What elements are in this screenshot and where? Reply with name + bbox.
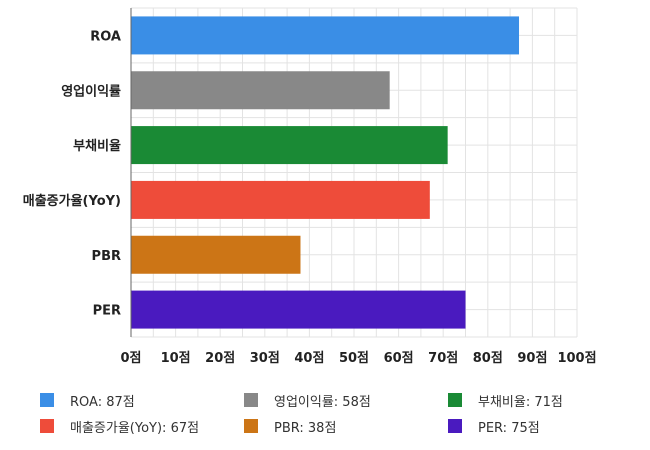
x-tick-label: 20점 — [205, 351, 235, 366]
legend-swatch — [244, 419, 258, 433]
category-label: PER — [93, 304, 121, 319]
legend-swatch — [40, 419, 54, 433]
category-label: 매출증가율(YoY) — [23, 193, 121, 209]
x-tick-label: 80점 — [473, 351, 503, 366]
category-label: PBR — [92, 249, 121, 264]
bar-0 — [131, 16, 520, 55]
category-label: 영업이익률 — [61, 83, 121, 99]
legend-item: 부채비율: 71점 — [448, 390, 563, 410]
bar-1 — [131, 71, 390, 110]
category-label: 부채비율 — [73, 138, 121, 154]
x-tick-label: 10점 — [161, 351, 191, 366]
legend-label: ROA: 87점 — [70, 394, 135, 410]
legend-swatch — [448, 393, 462, 407]
legend-label: 매출증가율(YoY): 67점 — [70, 420, 200, 436]
x-tick-label: 100점 — [557, 351, 596, 366]
legend-swatch — [40, 393, 54, 407]
legend-label: PER: 75점 — [478, 420, 540, 436]
x-tick-label: 50점 — [339, 351, 369, 366]
x-tick-label: 90점 — [517, 351, 547, 366]
legend-item: 영업이익률: 58점 — [244, 390, 371, 410]
x-tick-label: 0점 — [120, 351, 141, 366]
legend-item: PER: 75점 — [448, 416, 540, 436]
x-tick-label: 60점 — [384, 351, 414, 366]
bar-3 — [131, 180, 430, 219]
legend-item: PBR: 38점 — [244, 416, 336, 436]
legend-label: 부채비율: 71점 — [478, 394, 563, 410]
legend-item: ROA: 87점 — [40, 390, 135, 410]
x-tick-label: 70점 — [428, 351, 458, 366]
legend-item: 매출증가율(YoY): 67점 — [40, 416, 199, 436]
legend-label: PBR: 38점 — [274, 420, 337, 436]
legend-label: 영업이익률: 58점 — [274, 394, 371, 410]
bar-2 — [131, 126, 448, 165]
x-tick-label: 40점 — [294, 351, 324, 366]
legend-swatch — [448, 419, 462, 433]
bar-4 — [131, 235, 301, 274]
legend-swatch — [244, 393, 258, 407]
x-tick-label: 30점 — [250, 351, 280, 366]
category-label: ROA — [90, 29, 121, 44]
bar-5 — [131, 290, 466, 329]
